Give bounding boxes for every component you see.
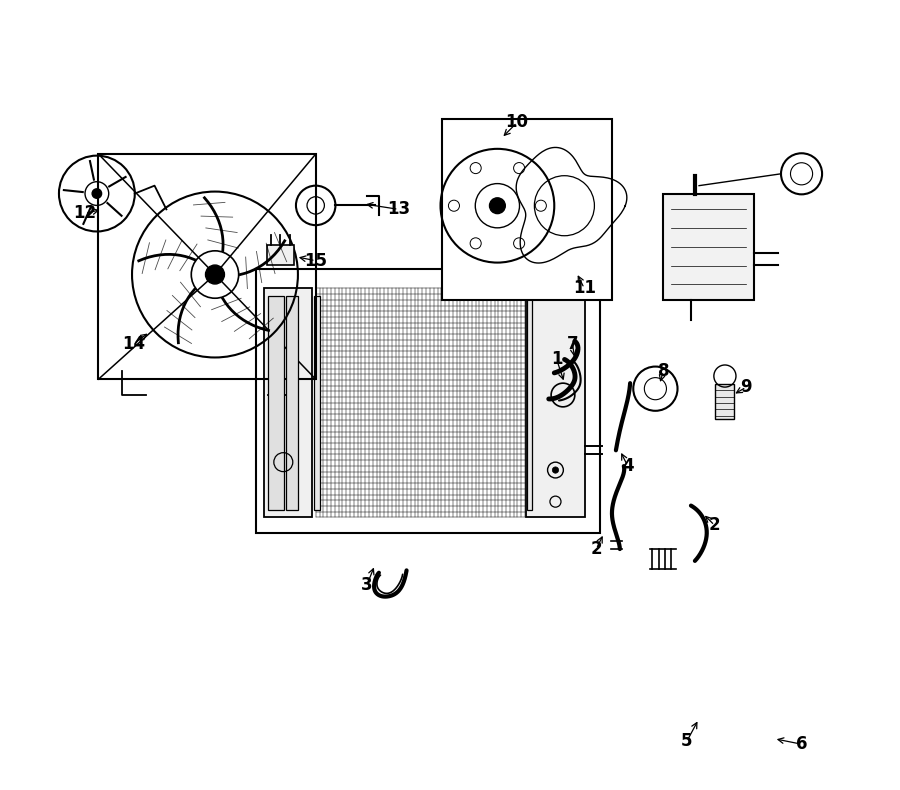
Bar [314, 296, 319, 510]
Bar [716, 384, 734, 419]
Text: 12: 12 [74, 205, 96, 222]
Bar [663, 194, 754, 300]
Text: 3: 3 [361, 576, 373, 593]
Text: 8: 8 [658, 363, 669, 380]
Text: 5: 5 [681, 732, 693, 750]
Text: 10: 10 [506, 114, 528, 131]
Bar [256, 269, 600, 533]
Bar [526, 288, 585, 517]
Text: 11: 11 [572, 280, 596, 297]
Text: 15: 15 [304, 252, 328, 269]
Text: 6: 6 [796, 735, 807, 753]
Circle shape [205, 265, 224, 284]
Bar [265, 288, 311, 517]
Text: 4: 4 [622, 457, 634, 475]
Bar [286, 296, 298, 510]
Text: 1: 1 [551, 351, 562, 368]
Bar [266, 245, 294, 265]
Text: 2: 2 [709, 517, 721, 534]
Bar [268, 296, 284, 510]
Bar [98, 154, 316, 379]
Circle shape [490, 198, 505, 213]
Text: 7: 7 [567, 335, 579, 352]
Text: 13: 13 [387, 201, 410, 218]
Bar [526, 296, 532, 510]
Bar [442, 118, 612, 300]
Text: 14: 14 [122, 335, 146, 352]
Text: 9: 9 [741, 378, 752, 396]
Text: 2: 2 [590, 540, 602, 558]
Circle shape [553, 467, 559, 473]
Circle shape [92, 189, 102, 198]
